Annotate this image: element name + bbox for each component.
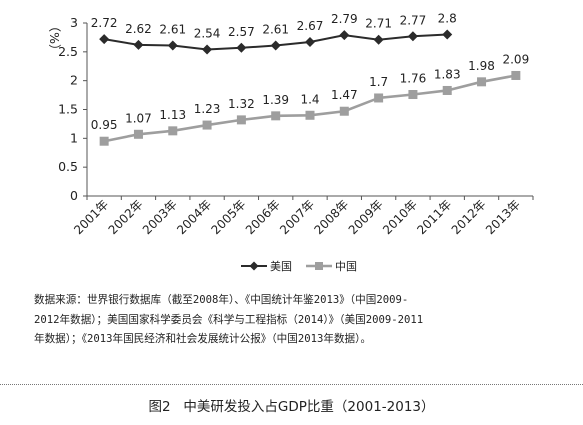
data-label: 1.07 [125,111,152,125]
data-label: 1.47 [331,88,358,102]
x-tick-label: 2004年 [174,197,214,237]
data-label: 2.79 [331,12,358,26]
y-tick-label: 2 [70,73,78,88]
series-layer: 2.72 2.62 2.61 2.54 2.57 2.61 2.67 2.79 2.71 2.77… [91,12,529,146]
data-label: 2.57 [228,25,255,39]
x-tick-label: 2013年 [483,197,523,237]
legend-item-china: 中国 [306,260,357,273]
y-tick-label: 0.5 [58,159,78,174]
x-tick-label: 2006年 [243,197,283,237]
data-point [99,136,109,146]
x-tick-label: 2005年 [209,197,249,237]
data-point [477,77,487,87]
data-point [133,39,144,50]
data-point [442,85,452,95]
data-label: 1.4 [300,92,319,106]
legend-label: 中国 [335,260,357,273]
data-label: 1.32 [228,97,255,111]
data-label: 1.13 [159,108,186,122]
data-label: 2.61 [262,22,289,36]
data-point [374,93,384,103]
figure-caption: 图2 中美研发投入占GDP比重（2001-2013） [148,399,435,415]
data-point [270,40,281,51]
x-tick-label: 2011年 [414,197,454,237]
data-label: 2.77 [400,13,427,27]
y-axis-label: （%） [47,20,62,57]
data-point [202,44,213,55]
data-label: 2.72 [91,16,118,30]
data-label: 1.7 [369,75,388,89]
data-label: 1.98 [468,59,495,73]
data-point [408,90,418,100]
data-label: 2.67 [297,19,324,33]
x-tick-label: 2003年 [140,197,180,237]
chart: 00.511.522.53（%） 2001年2002年2003年2004年200… [47,12,534,273]
data-label: 2.8 [438,12,457,26]
data-label: 1.39 [262,93,289,107]
data-label: 1.23 [194,102,221,116]
data-point [339,30,350,41]
data-point [133,129,143,139]
series-usa: 2.72 2.62 2.61 2.54 2.57 2.61 2.67 2.79 2.71 2.77… [91,12,457,55]
data-label: 1.76 [400,72,427,86]
y-axis: 0 0.5 1 1.5 2 2.5 3 （%） [47,15,88,203]
source-note-line: 2012年数据）；美国国家科学委员会《科学与工程指标（2014）》（美国2009… [34,313,424,326]
data-point [373,34,384,45]
data-label: 2.54 [194,27,221,41]
y-tick-label: 3 [70,15,78,30]
data-point [168,126,178,136]
x-tick-label: 2010年 [380,197,420,237]
legend: 美国 中国 [241,260,357,273]
source-note-line: 年数据）；《2013年国民经济和社会发展统计公报》（中国2013年数据）。 [34,333,372,345]
x-tick-label: 2008年 [311,197,351,237]
y-tick-label: 0 [70,188,78,203]
data-point [305,37,315,48]
x-tick-label: 2009年 [346,197,386,237]
y-tick-label: 1.5 [58,102,78,117]
y-tick-label: 2.5 [58,44,78,59]
data-point [167,40,178,51]
data-point [236,115,246,125]
data-point [236,42,247,53]
data-label: 2.71 [365,17,392,31]
data-point [202,120,212,130]
data-point [305,110,315,120]
data-point [511,70,521,80]
x-tick-label: 2002年 [106,197,146,237]
series-china: 0.95 1.07 1.13 1.23 1.32 1.39 1.4 1.47 1.7 1.76 1.… [91,52,529,146]
x-tick-label: 2012年 [449,197,489,237]
data-label: 1.83 [434,67,461,81]
source-note: 数据来源：世界银行数据库（截至2008年）、《中国统计年鉴2013》（中国200… [34,291,564,350]
data-point [442,29,453,40]
legend-marker [249,261,259,271]
legend-marker [315,262,323,270]
data-label: 0.95 [91,118,118,132]
data-point [271,111,281,121]
data-label: 2.61 [159,22,186,36]
data-label: 2.62 [125,22,152,36]
x-tick-label: 2001年 [71,197,111,237]
data-point [339,106,349,116]
x-tick-label: 2007年 [277,197,317,237]
data-point [99,34,110,45]
legend-item-usa: 美国 [241,260,292,273]
divider [0,384,583,385]
x-axis: 2001年2002年2003年2004年2005年2006年2007年2008年… [71,195,534,237]
data-point [407,31,418,42]
legend-label: 美国 [270,260,292,273]
data-label: 2.09 [502,52,529,66]
source-note-line: 数据来源：世界银行数据库（截至2008年）、《中国统计年鉴2013》（中国200… [34,294,409,306]
y-tick-label: 1 [70,130,78,145]
